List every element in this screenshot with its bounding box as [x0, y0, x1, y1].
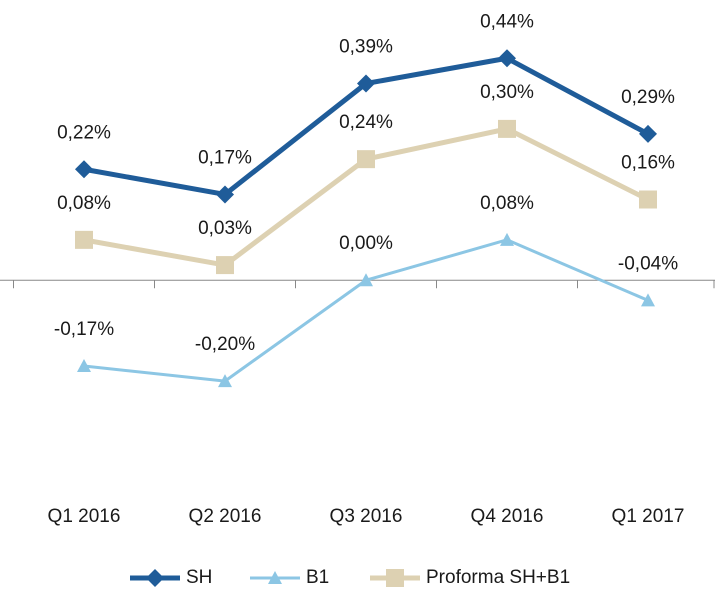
legend-label: B1 [306, 567, 329, 588]
data-point [359, 273, 373, 287]
legend-marker [386, 569, 404, 587]
data-point [216, 185, 234, 204]
data-label: -0,04% [618, 253, 678, 274]
data-point [75, 230, 93, 249]
x-tick-label: Q1 2016 [48, 506, 121, 527]
data-point [77, 358, 91, 372]
x-tick-label: Q1 2017 [612, 506, 685, 527]
data-point [641, 293, 655, 307]
data-label: -0,20% [195, 334, 255, 355]
data-point [357, 74, 375, 93]
data-point [216, 256, 234, 275]
data-label: 0,22% [57, 122, 111, 143]
data-label: 0,24% [339, 112, 393, 133]
data-label: 0,08% [57, 193, 111, 214]
legend-marker [146, 569, 164, 587]
data-point [639, 190, 657, 209]
data-label: 0,17% [198, 147, 252, 168]
data-point [500, 232, 514, 246]
data-label: 0,29% [621, 87, 675, 108]
data-point [357, 150, 375, 169]
legend-marker [268, 571, 282, 584]
legend-label: Proforma SH+B1 [426, 567, 570, 588]
data-label: 0,44% [480, 11, 534, 32]
x-tick-label: Q2 2016 [189, 506, 262, 527]
data-point [639, 124, 657, 143]
series-line [83, 238, 649, 383]
data-label: 0,30% [480, 82, 534, 103]
data-label: 0,03% [198, 218, 252, 239]
legend-label: SH [186, 567, 212, 588]
data-point [498, 49, 516, 68]
data-point [75, 160, 93, 179]
data-label: 0,39% [339, 37, 393, 58]
x-tick-label: Q3 2016 [330, 506, 403, 527]
data-label: 0,00% [339, 233, 393, 254]
data-point [498, 119, 516, 138]
data-label: 0,16% [621, 153, 675, 174]
data-label: 0,08% [480, 193, 534, 214]
x-tick-label: Q4 2016 [471, 506, 544, 527]
data-label: -0,17% [54, 319, 114, 340]
data-point [218, 374, 232, 388]
